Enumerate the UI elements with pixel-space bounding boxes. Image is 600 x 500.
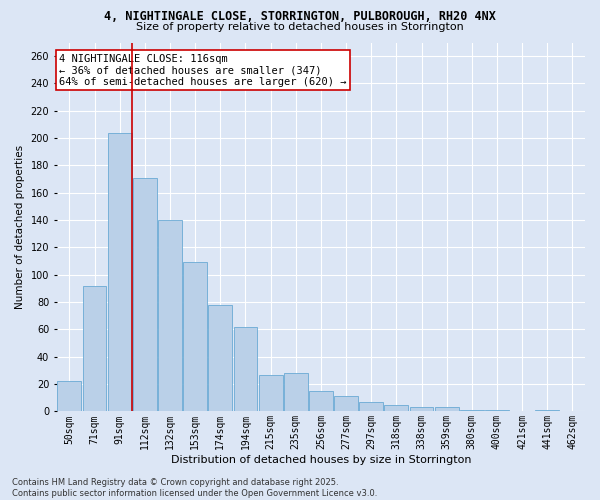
X-axis label: Distribution of detached houses by size in Storrington: Distribution of detached houses by size … bbox=[170, 455, 471, 465]
Bar bbox=[58, 382, 82, 412]
Bar bbox=[535, 410, 559, 412]
Text: 4 NIGHTINGALE CLOSE: 116sqm
← 36% of detached houses are smaller (347)
64% of se: 4 NIGHTINGALE CLOSE: 116sqm ← 36% of det… bbox=[59, 54, 347, 87]
Text: Size of property relative to detached houses in Storrington: Size of property relative to detached ho… bbox=[136, 22, 464, 32]
Bar bbox=[485, 410, 509, 412]
Bar bbox=[108, 132, 131, 411]
Bar bbox=[233, 326, 257, 412]
Bar bbox=[208, 305, 232, 412]
Y-axis label: Number of detached properties: Number of detached properties bbox=[15, 145, 25, 309]
Bar bbox=[435, 408, 458, 412]
Bar bbox=[158, 220, 182, 412]
Bar bbox=[309, 391, 333, 411]
Bar bbox=[259, 374, 283, 412]
Bar bbox=[133, 178, 157, 412]
Bar bbox=[385, 404, 409, 411]
Bar bbox=[83, 286, 106, 412]
Bar bbox=[359, 402, 383, 411]
Bar bbox=[334, 396, 358, 411]
Bar bbox=[284, 373, 308, 412]
Text: 4, NIGHTINGALE CLOSE, STORRINGTON, PULBOROUGH, RH20 4NX: 4, NIGHTINGALE CLOSE, STORRINGTON, PULBO… bbox=[104, 10, 496, 23]
Bar bbox=[183, 262, 207, 412]
Text: Contains HM Land Registry data © Crown copyright and database right 2025.
Contai: Contains HM Land Registry data © Crown c… bbox=[12, 478, 377, 498]
Bar bbox=[460, 410, 484, 412]
Bar bbox=[410, 408, 433, 412]
